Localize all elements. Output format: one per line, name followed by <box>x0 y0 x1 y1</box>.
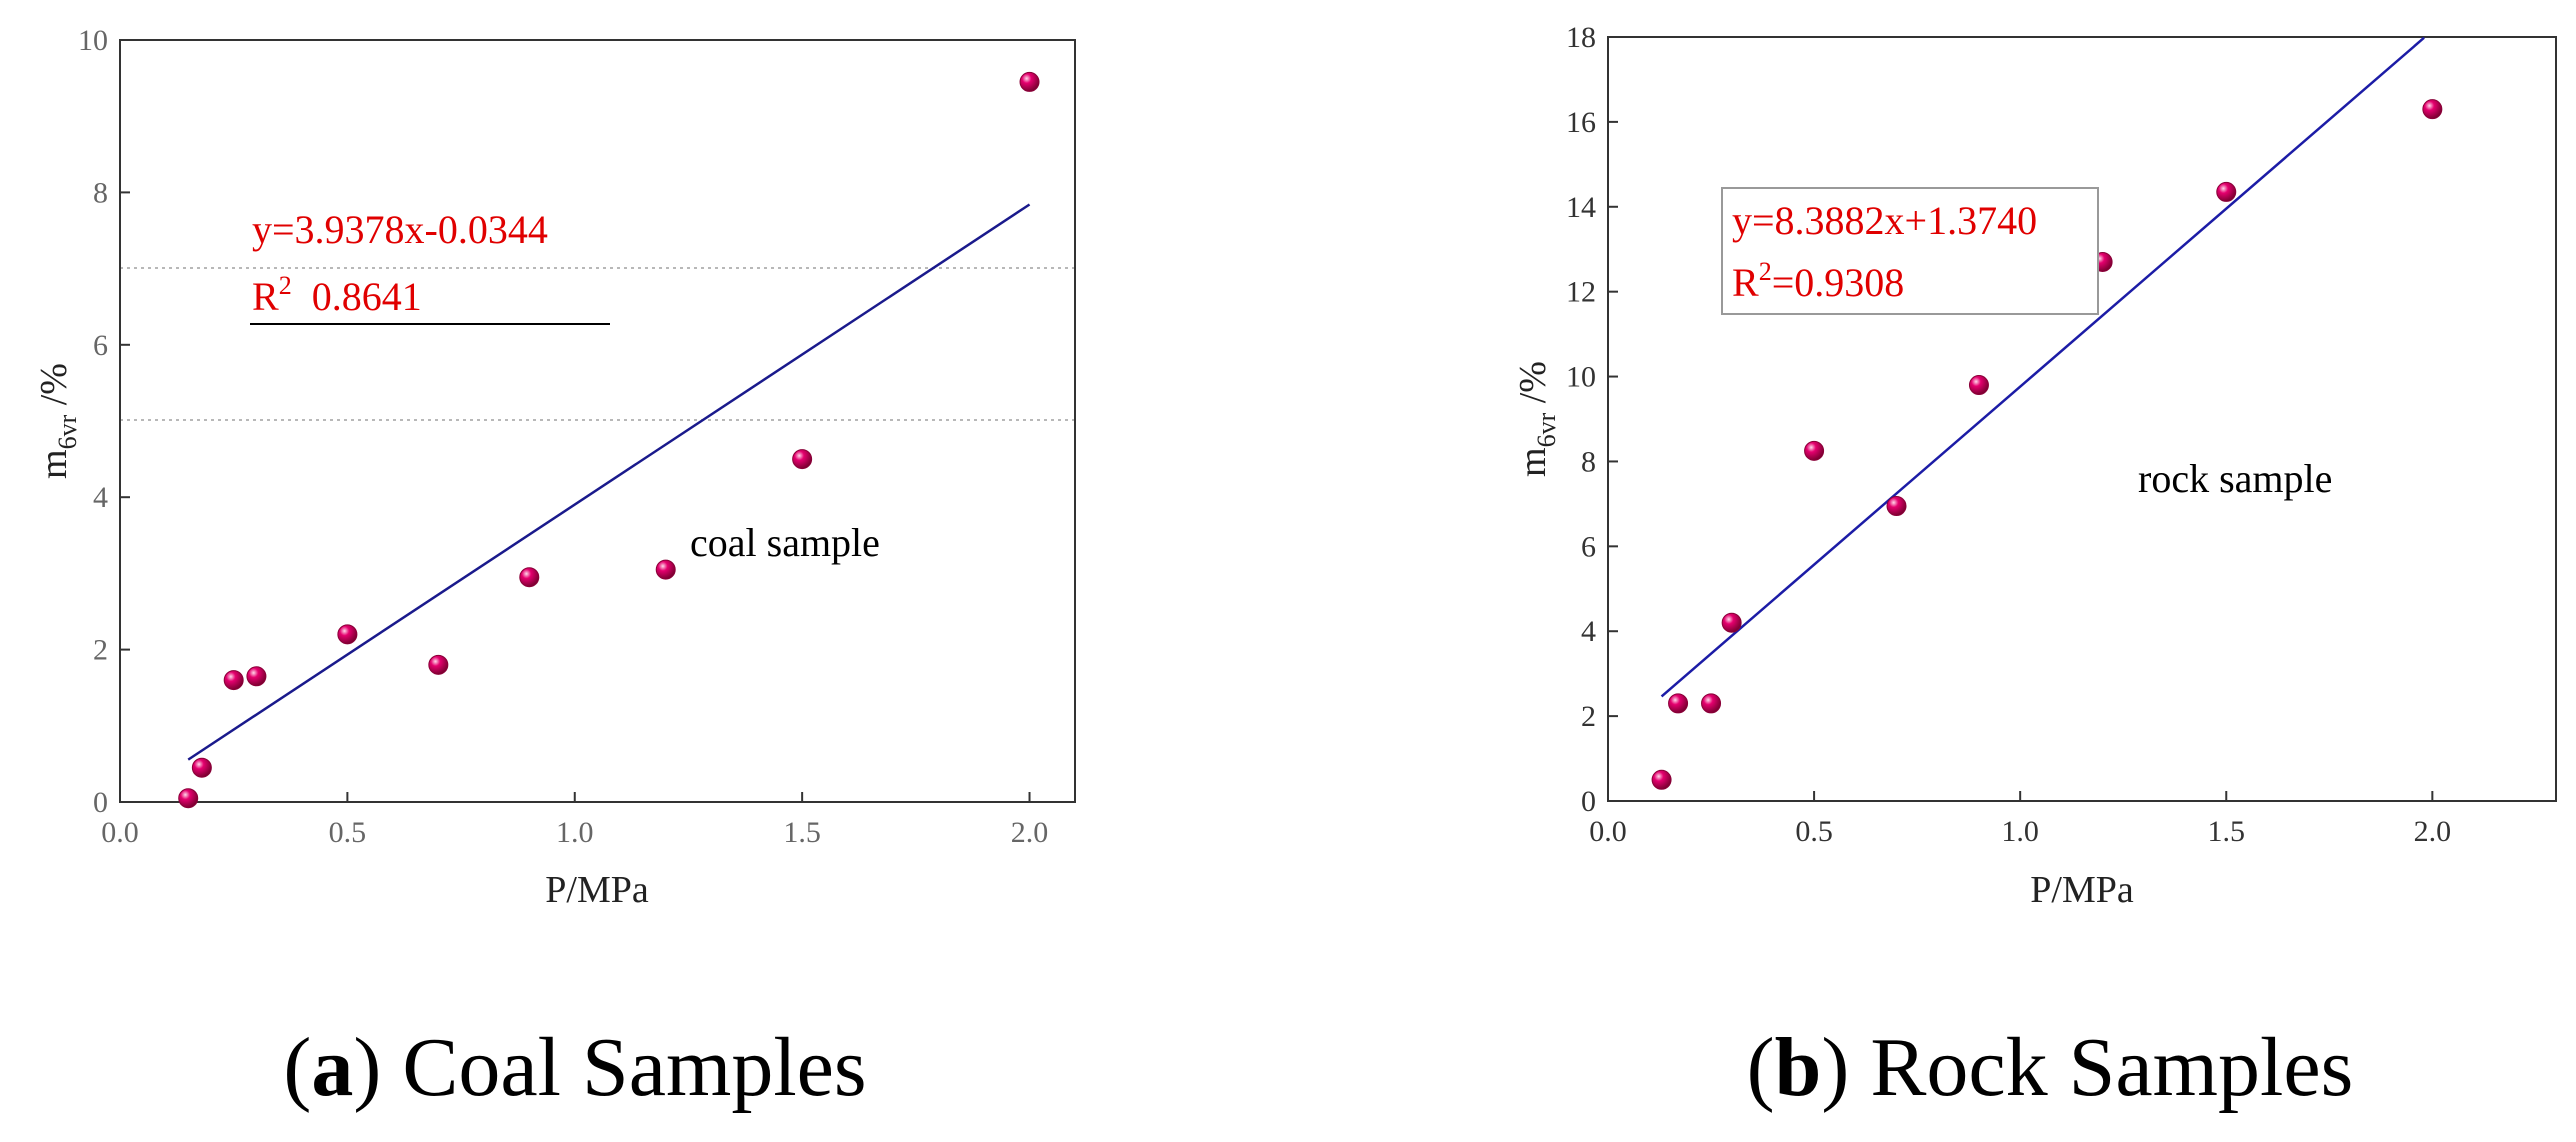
y-tick-label: 4 <box>1581 615 1596 648</box>
y-tick-label: 6 <box>1581 530 1596 563</box>
data-point <box>1886 496 1907 517</box>
data-point <box>1019 71 1040 92</box>
y-tick-label: 8 <box>93 176 108 209</box>
data-point <box>223 670 244 691</box>
r2-superscript: 2 <box>1759 257 1772 286</box>
panel-letter: a <box>311 1021 353 1114</box>
panel-b: 0 2 4 6 8 10 12 14 16 18 0.0 0.5 1.0 1.5 2.0 y=8.3882… <box>1512 21 2557 1114</box>
y-tick-label: 8 <box>1581 445 1596 478</box>
caption-text: Coal Samples <box>402 1021 866 1114</box>
data-point <box>1721 612 1742 633</box>
r2-value: =0.9308 <box>1772 260 1905 305</box>
data-point <box>655 559 676 580</box>
r2-label: R2 0.8641 <box>252 271 422 319</box>
y-tick-label: 0 <box>93 786 108 819</box>
data-points <box>178 71 1040 809</box>
data-point <box>2216 181 2237 202</box>
x-tick-label: 0.5 <box>1795 815 1833 848</box>
data-point <box>792 449 813 470</box>
fit-line-group <box>187 203 1031 761</box>
y-tick-label: 10 <box>1566 361 1596 394</box>
caption: (a) Coal Samples <box>283 1021 866 1114</box>
x-tick-label: 1.0 <box>2001 815 2039 848</box>
data-point <box>1968 375 1989 396</box>
data-point <box>337 624 358 645</box>
y-axis-label-base: m <box>33 449 75 479</box>
y-tick-label: 16 <box>1566 106 1596 139</box>
panel-letter: b <box>1775 1021 1822 1114</box>
data-point <box>1668 693 1689 714</box>
data-point <box>191 757 212 778</box>
x-tick-label: 1.0 <box>556 816 594 849</box>
y-axis-label: m6vr /% <box>33 363 82 479</box>
y-tick-label: 12 <box>1566 276 1596 309</box>
x-tick-label: 0.0 <box>1589 815 1627 848</box>
equation-label: y=3.9378x-0.0344 <box>252 207 548 252</box>
y-tick-label: 2 <box>93 634 108 667</box>
plot-frame <box>1607 36 2557 802</box>
r2-base: R <box>252 274 279 319</box>
data-point <box>246 666 267 687</box>
sample-label: rock sample <box>2138 456 2332 501</box>
x-axis-label: P/MPa <box>2030 869 2134 911</box>
y-axis-label-sub: 6vr <box>53 414 82 449</box>
equation-box <box>1721 187 2099 315</box>
y-tick-label: 4 <box>93 481 108 514</box>
data-points <box>1651 99 2443 790</box>
panel-a: 0 2 4 6 8 10 0.0 0.5 1.0 1.5 2.0 y=3.9378x-0.0344… <box>33 24 1076 1114</box>
fit-line-group <box>1660 36 2425 698</box>
y-tick-label: 18 <box>1566 21 1596 54</box>
x-tick-label: 0.5 <box>329 816 367 849</box>
r2-value: 0.8641 <box>312 274 422 319</box>
y-tick-label: 10 <box>78 24 108 57</box>
y-axis-label-base: m <box>1512 447 1554 477</box>
y-axis-label-suffix: /% <box>1512 361 1554 413</box>
y-axis-label-sub: 6vr <box>1532 412 1561 447</box>
x-tick-label: 0.0 <box>101 816 139 849</box>
x-tick-label: 1.5 <box>783 816 821 849</box>
x-axis: 0.0 0.5 1.0 1.5 2.0 <box>1589 791 2451 848</box>
y-tick-label: 2 <box>1581 700 1596 733</box>
x-tick-label: 2.0 <box>2414 815 2452 848</box>
data-point <box>519 567 540 588</box>
caption: (b) Rock Samples <box>1747 1021 2354 1114</box>
y-tick-label: 0 <box>1581 785 1596 818</box>
y-tick-label: 14 <box>1566 191 1596 224</box>
equation-label: y=8.3882x+1.3740 <box>1732 198 2037 243</box>
x-axis-label: P/MPa <box>545 869 649 911</box>
y-axis-label: m6vr /% <box>1512 361 1561 477</box>
data-point <box>1804 440 1825 461</box>
plot-frame <box>119 39 1076 803</box>
y-axis-label-suffix: /% <box>33 363 75 415</box>
caption-text: Rock Samples <box>1870 1021 2353 1114</box>
data-point <box>2422 99 2443 120</box>
x-tick-label: 1.5 <box>2208 815 2246 848</box>
fit-line <box>187 203 1031 761</box>
sample-label: coal sample <box>690 520 880 565</box>
r2-label: R2=0.9308 <box>1732 257 1904 305</box>
r2-superscript: 2 <box>279 271 292 300</box>
data-point <box>1651 769 1672 790</box>
r2-base: R <box>1732 260 1759 305</box>
data-point <box>428 654 449 675</box>
x-axis: 0.0 0.5 1.0 1.5 2.0 <box>101 792 1048 849</box>
fit-line <box>1660 36 2425 698</box>
x-tick-label: 2.0 <box>1011 816 1049 849</box>
y-tick-label: 6 <box>93 329 108 362</box>
y-axis: 0 2 4 6 8 10 <box>78 24 130 819</box>
y-axis: 0 2 4 6 8 10 12 14 16 18 <box>1566 21 1618 818</box>
data-point <box>178 788 199 809</box>
data-point <box>1701 693 1722 714</box>
